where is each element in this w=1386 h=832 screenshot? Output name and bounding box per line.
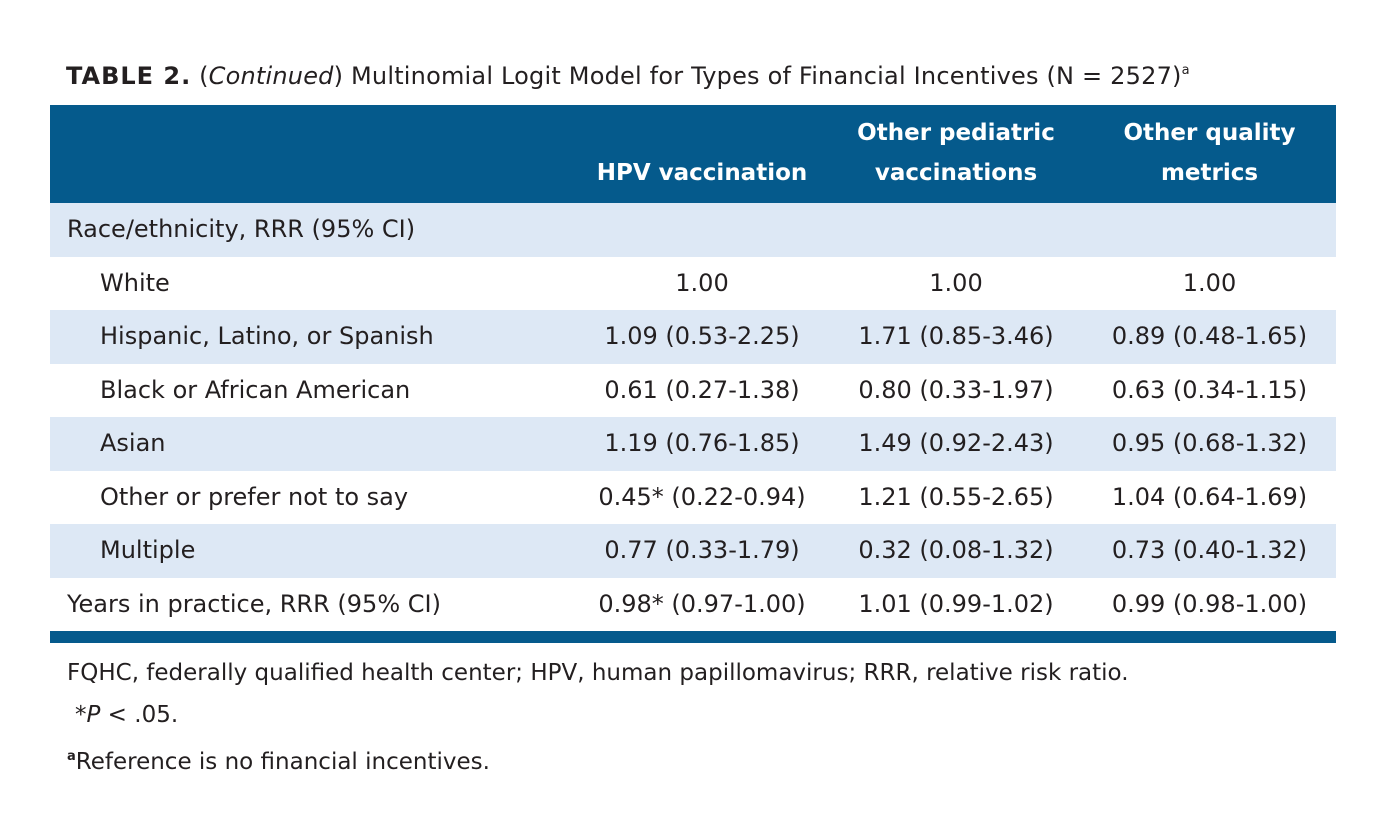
cell-hpv: 1.00 — [675, 268, 729, 297]
footnote-ref-text: Reference is no financial incentives. — [75, 749, 490, 775]
footnote-threshold: < .05. — [100, 702, 179, 728]
header-col2-line1: Other pediatric — [857, 120, 1055, 146]
cell-quality: 0.89 (0.48-1.65) — [1111, 322, 1308, 350]
footnote-significance: *P < .05. — [67, 698, 1129, 740]
table-title: TABLE 2. (Continued) Multinomial Logit M… — [66, 62, 1190, 90]
title-superscript: a — [1181, 63, 1190, 78]
cell-quality: 0.63 (0.34-1.15) — [1111, 375, 1308, 404]
cell-quality: 1.00 — [1182, 268, 1237, 297]
header-col3-line1: Other quality — [1123, 120, 1296, 146]
cell-pediatric: 1.01 (0.99-1.02) — [858, 589, 1054, 618]
table-row: White 1.00 1.00 1.00 — [50, 257, 1336, 311]
cell-pediatric: 1.71 (0.85-3.46) — [858, 322, 1054, 350]
title-paren-open: ( — [199, 62, 209, 90]
footnote-abbreviations: FQHC, federally qualified health center;… — [67, 660, 1129, 686]
row-label: Years in practice, RRR (95% CI) — [67, 589, 441, 618]
cell-pediatric: 1.21 (0.55-2.65) — [858, 482, 1054, 511]
header-hpv-vaccination: HPV vaccination — [577, 153, 827, 193]
table-row: Hispanic, Latino, or Spanish 1.09 (0.53-… — [50, 310, 1336, 364]
cell-quality: 0.73 (0.40-1.32) — [1111, 536, 1308, 564]
cell-quality: 0.95 (0.68-1.32) — [1111, 429, 1308, 457]
footnote-reference: aReference is no financial incentives. — [67, 740, 1129, 782]
data-table: HPV vaccination Other pediatric vaccinat… — [50, 105, 1336, 643]
cell-pediatric: 0.80 (0.33-1.97) — [858, 375, 1054, 404]
title-paren-close: ) — [333, 62, 344, 90]
cell-hpv: 0.45* (0.22-0.94) — [598, 482, 806, 511]
cell-quality: 0.99 (0.98-1.00) — [1111, 589, 1308, 618]
row-label: Asian — [100, 429, 166, 457]
row-label: Race/ethnicity, RRR (95% CI) — [67, 215, 416, 243]
cell-pediatric: 1.00 — [929, 268, 983, 297]
cell-pediatric: 0.32 (0.08-1.32) — [858, 536, 1054, 564]
title-continued: Continued — [208, 62, 334, 90]
cell-hpv: 1.09 (0.53-2.25) — [604, 322, 800, 350]
cell-quality: 1.04 (0.64-1.69) — [1111, 482, 1308, 511]
cell-pediatric: 1.49 (0.92-2.43) — [858, 429, 1054, 457]
table-bottom-rule — [50, 631, 1336, 643]
table-row: Multiple 0.77 (0.33-1.79) 0.32 (0.08-1.3… — [50, 524, 1336, 578]
cell-hpv: 1.19 (0.76-1.85) — [604, 429, 800, 457]
title-text: Multinomial Logit Model for Types of Fin… — [343, 62, 1182, 90]
table-row: Black or African American 0.61 (0.27-1.3… — [50, 364, 1336, 418]
cell-hpv: 0.61 (0.27-1.38) — [604, 375, 800, 404]
table-row: Years in practice, RRR (95% CI) 0.98* (0… — [50, 578, 1336, 632]
table-row: Other or prefer not to say 0.45* (0.22-0… — [50, 471, 1336, 525]
cell-hpv: 0.77 (0.33-1.79) — [604, 536, 800, 564]
row-label: Black or African American — [100, 375, 411, 404]
footnote-p: P — [86, 702, 101, 728]
header-other-pediatric-vaccinations: Other pediatric vaccinations — [830, 113, 1082, 193]
footnote-star: * — [75, 702, 87, 728]
row-label: Multiple — [100, 536, 196, 564]
header-other-quality-metrics: Other quality metrics — [1083, 113, 1336, 193]
header-col3-line2: metrics — [1160, 160, 1259, 186]
table-header: HPV vaccination Other pediatric vaccinat… — [50, 105, 1336, 203]
table-number: TABLE 2. — [66, 62, 192, 90]
row-label: Hispanic, Latino, or Spanish — [100, 322, 434, 350]
table-row: Race/ethnicity, RRR (95% CI) — [50, 203, 1336, 257]
header-col1-text: HPV vaccination — [596, 160, 808, 186]
cell-hpv: 0.98* (0.97-1.00) — [598, 589, 806, 618]
table-row: Asian 1.19 (0.76-1.85) 1.49 (0.92-2.43) … — [50, 417, 1336, 471]
header-col2-line2: vaccinations — [874, 160, 1038, 186]
footnote-ref-superscript: a — [67, 749, 76, 764]
row-label: Other or prefer not to say — [100, 482, 409, 511]
table-footnotes: FQHC, federally qualified health center;… — [67, 656, 1129, 782]
row-label: White — [100, 268, 170, 297]
